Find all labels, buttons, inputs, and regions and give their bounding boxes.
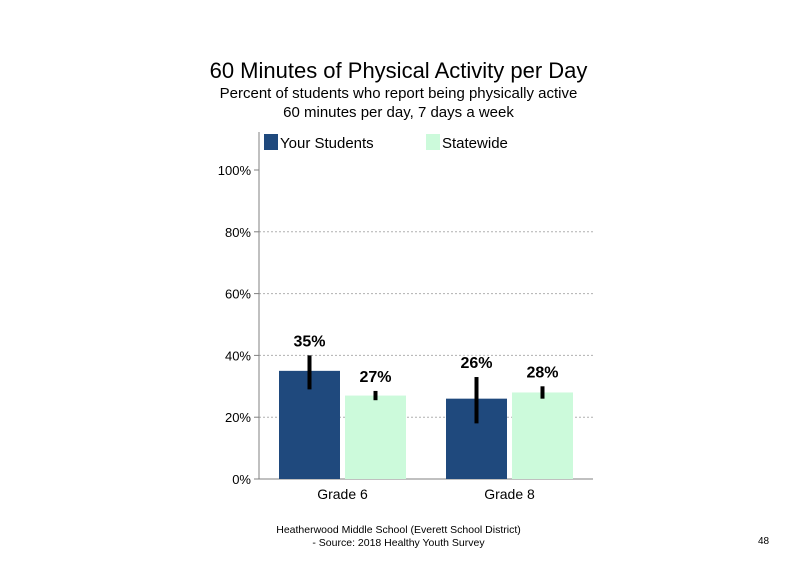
page-number: 48: [758, 536, 770, 547]
data-label: 26%: [460, 355, 492, 372]
y-tick-label: 80%: [225, 225, 251, 240]
y-tick-label: 40%: [225, 348, 251, 363]
y-tick-label: 100%: [218, 163, 252, 178]
chart-title: 60 Minutes of Physical Activity per Day: [209, 58, 588, 83]
footer-school: Heatherwood Middle School (Everett Schoo…: [276, 524, 521, 536]
bar: [345, 395, 406, 479]
y-tick-label: 60%: [225, 287, 251, 302]
data-label: 35%: [293, 333, 325, 350]
bar: [512, 392, 573, 479]
legend-swatch: [264, 134, 278, 150]
data-label: 27%: [359, 369, 391, 386]
y-tick-label: 0%: [232, 472, 251, 487]
x-category-label: Grade 6: [317, 486, 368, 502]
y-tick-label: 20%: [225, 410, 251, 425]
legend-label: Statewide: [442, 135, 508, 152]
chart-subtitle-line-2: 60 minutes per day, 7 days a week: [283, 104, 514, 121]
data-label: 28%: [526, 364, 558, 381]
chart-subtitle-line-1: Percent of students who report being phy…: [219, 85, 578, 102]
legend-swatch: [426, 134, 440, 150]
chart-title-block: 60 Minutes of Physical Activity per Day …: [0, 58, 797, 122]
x-category-label: Grade 8: [484, 486, 535, 502]
legend-label: Your Students: [280, 135, 374, 152]
source-footer: Heatherwood Middle School (Everett Schoo…: [0, 524, 797, 550]
footer-source: - Source: 2018 Healthy Youth Survey: [312, 537, 485, 549]
